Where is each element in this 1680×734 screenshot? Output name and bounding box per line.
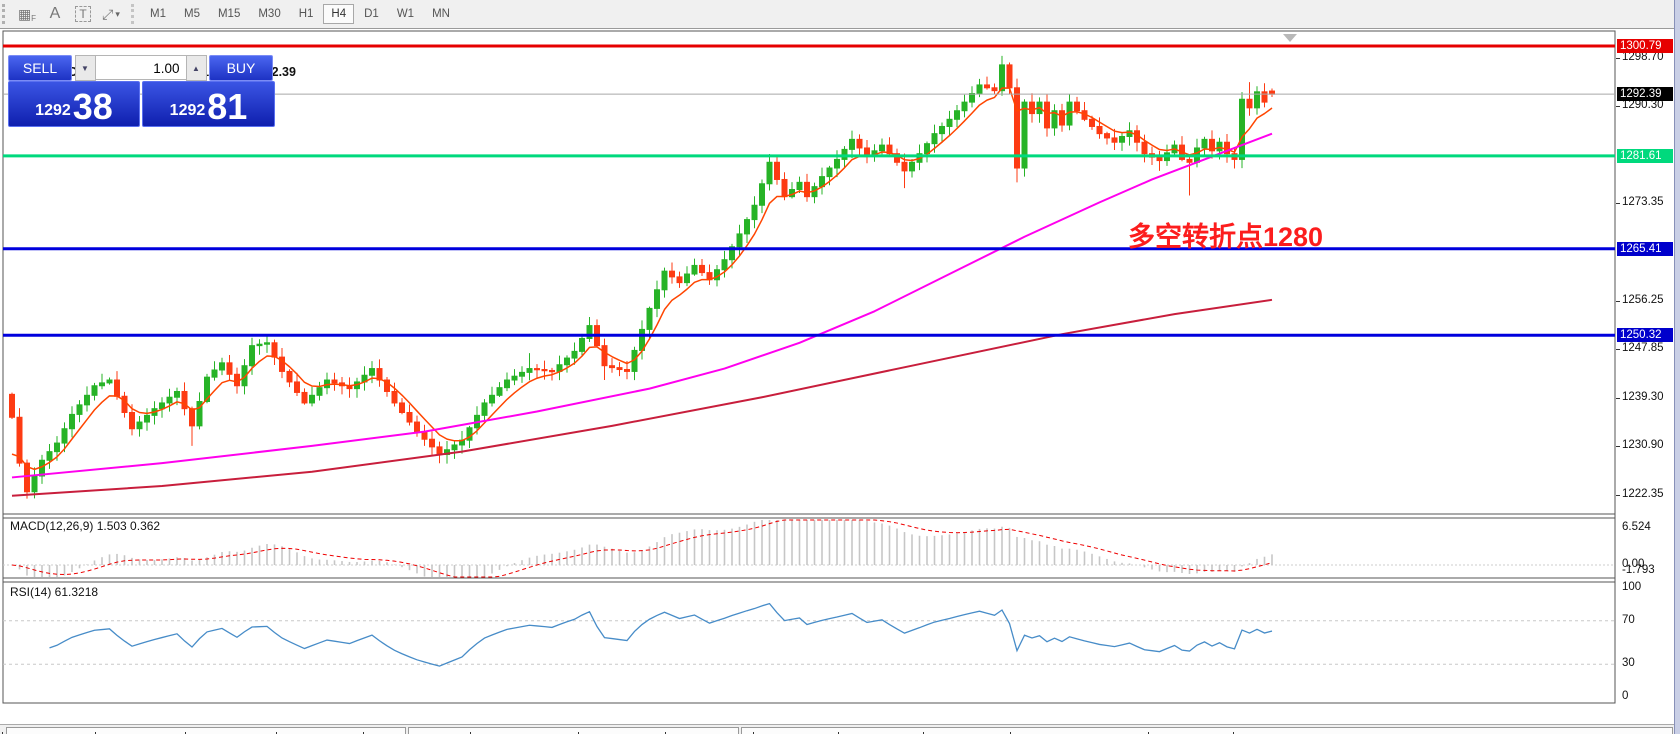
toolbar-separator: [131, 4, 135, 24]
time-tick: [1010, 732, 1011, 734]
chart-window: ▲XAUUSD-,H4 1292.93 1293.37 1291.90 1292…: [0, 29, 1680, 734]
time-tick: [753, 732, 754, 734]
timeframe-button-m15[interactable]: M15: [217, 8, 241, 20]
chart-canvas[interactable]: [0, 29, 1680, 734]
sell-button[interactable]: SELL: [8, 55, 72, 81]
buy-button[interactable]: BUY: [209, 55, 273, 81]
time-tick: [95, 732, 96, 734]
time-tick: [185, 732, 186, 734]
toolbar-grip[interactable]: [2, 4, 13, 24]
time-tick: [1148, 732, 1149, 734]
chart-tab[interactable]: [741, 727, 1673, 734]
chart-tab[interactable]: [6, 727, 406, 734]
grid-f-icon[interactable]: ▦ F: [17, 5, 37, 23]
timeframe-button-m1[interactable]: M1: [150, 8, 166, 20]
timeframe-button-h1[interactable]: H1: [298, 8, 314, 20]
text-box-icon[interactable]: T: [70, 3, 96, 25]
volume-increase-button[interactable]: ▲: [185, 55, 207, 81]
macd-tick-label: -1.793: [1622, 564, 1655, 576]
macd-pane-label: MACD(12,26,9) 1.503 0.362: [10, 519, 161, 533]
price-tick: [1616, 203, 1620, 205]
time-tick: [665, 732, 666, 734]
time-tick: [470, 732, 471, 734]
chart-shift-marker-icon[interactable]: [1283, 34, 1297, 42]
draw-arrow-icon[interactable]: ⤢ ▾: [102, 5, 120, 22]
sell-price-box[interactable]: 1292 38: [8, 81, 140, 127]
timeframe-button-d1[interactable]: D1: [364, 8, 379, 20]
text-a-icon[interactable]: A: [49, 5, 61, 22]
one-click-trade-panel: SELL ▼ ▲ BUY 1292 38 1292 81: [8, 55, 275, 127]
volume-decrease-button[interactable]: ▼: [74, 55, 96, 81]
price-badge: 1300.79: [1617, 39, 1673, 54]
time-tick: [578, 732, 579, 734]
price-tick: [1616, 301, 1620, 303]
price-tick-label: 1247.85: [1622, 342, 1664, 355]
price-badge: 1265.41: [1617, 241, 1673, 256]
price-tick-label: 1230.90: [1622, 439, 1664, 452]
price-tick-label: 1239.30: [1622, 391, 1664, 404]
sell-price-small: 1292: [35, 102, 71, 119]
sell-price-big: 38: [72, 86, 113, 127]
price-tick-label: 1290.30: [1622, 99, 1664, 112]
price-tick-label: 1222.35: [1622, 488, 1664, 501]
timeframe-button-mn[interactable]: MN: [432, 8, 450, 20]
rsi-tick-label: 70: [1622, 613, 1635, 626]
price-tick: [1616, 495, 1620, 497]
toolbar: ▦ F A T ⤢ ▾ M1 M5 M15 M30 H1 H4 D1 W1 MN: [0, 0, 1680, 29]
time-tick: [838, 732, 839, 734]
volume-input[interactable]: [95, 55, 186, 80]
macd-tick-label: 6.524: [1622, 521, 1651, 533]
price-badge: 1292.39: [1617, 87, 1673, 102]
window-right-border: [1674, 0, 1680, 734]
rsi-pane-label: RSI(14) 61.3218: [10, 585, 99, 599]
time-tick: [363, 732, 364, 734]
chart-tab-bar: [0, 724, 1680, 734]
chart-annotation-text: 多空转折点1280: [1128, 222, 1324, 252]
price-tick: [1616, 446, 1620, 448]
price-badge: 1281.61: [1617, 148, 1673, 163]
price-tick: [1616, 398, 1620, 400]
buy-price-box[interactable]: 1292 81: [142, 81, 275, 127]
rsi-tick-label: 30: [1622, 657, 1635, 670]
price-badge: 1250.32: [1617, 328, 1673, 343]
buy-price-big: 81: [207, 86, 248, 127]
chart-tab[interactable]: [408, 727, 739, 734]
buy-price-small: 1292: [169, 102, 206, 119]
time-tick: [2, 732, 3, 734]
price-tick: [1616, 106, 1620, 108]
timeframe-button-h4[interactable]: H4: [323, 4, 355, 24]
macd-tick-label: 0.00: [1622, 558, 1645, 570]
time-tick: [923, 732, 924, 734]
timeframe-button-m5[interactable]: M5: [183, 8, 200, 20]
timeframe-bar: M1 M5 M15 M30 H1 H4 D1 W1 MN: [141, 4, 459, 24]
timeframe-button-w1[interactable]: W1: [396, 8, 415, 20]
dropdown-caret-icon[interactable]: ▾: [115, 8, 120, 19]
rsi-tick-label: 0: [1622, 690, 1629, 702]
price-tick-label: 1273.35: [1622, 196, 1664, 209]
time-tick: [1233, 732, 1234, 734]
timeframe-button-m30[interactable]: M30: [258, 8, 281, 20]
time-tick: [276, 732, 277, 734]
price-tick: [1616, 58, 1620, 59]
rsi-tick-label: 100: [1622, 581, 1642, 593]
price-tick: [1616, 349, 1620, 351]
price-tick-label: 1256.25: [1622, 294, 1664, 307]
price-tick-label: 1298.70: [1622, 51, 1664, 63]
